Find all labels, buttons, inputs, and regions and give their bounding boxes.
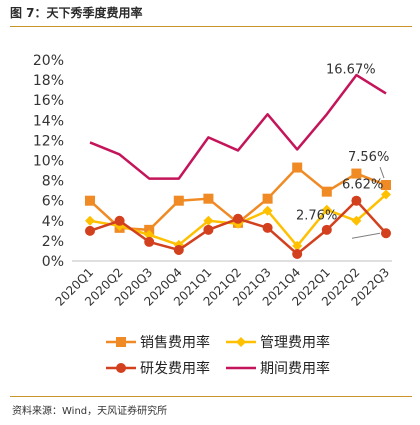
legend-label: 研发费用率	[140, 360, 210, 377]
legend-marker	[116, 363, 126, 373]
y-tick-label: 4%	[42, 214, 64, 230]
data-point	[85, 215, 95, 226]
data-point	[203, 193, 214, 204]
data-point	[114, 215, 125, 226]
y-tick-label: 8%	[42, 174, 64, 190]
data-point	[203, 215, 214, 226]
legend-item: 期间费用率	[226, 360, 330, 377]
data-label: 16.67%	[326, 62, 376, 77]
data-point	[203, 224, 214, 235]
legend-item: 研发费用率	[106, 360, 210, 377]
data-point	[292, 240, 303, 251]
data-point	[173, 244, 184, 255]
series-4	[89, 73, 387, 180]
source-note: 资料来源：Wind，天风证券研究所	[12, 406, 168, 417]
legend-label: 管理费用率	[260, 334, 330, 351]
y-axis: 0% 2% 4% 6% 8% 10% 12% 14% 16% 18% 20%	[33, 53, 64, 270]
data-point	[292, 162, 303, 173]
data-point	[351, 215, 362, 226]
data-point	[262, 222, 273, 233]
data-point	[351, 168, 362, 179]
data-point	[85, 225, 95, 236]
series-line	[89, 73, 387, 180]
data-point	[292, 248, 303, 259]
data-point	[173, 195, 184, 206]
leader-line	[379, 166, 385, 179]
y-tick-label: 12%	[33, 133, 64, 149]
data-point	[321, 186, 332, 197]
data-point	[85, 195, 95, 206]
data-point	[144, 224, 155, 235]
data-point	[144, 229, 155, 240]
data-point	[321, 224, 332, 235]
leader-line	[351, 232, 381, 239]
data-point	[351, 195, 362, 206]
data-point	[381, 189, 391, 200]
y-tick-label: 20%	[33, 53, 64, 69]
bottom-rule	[10, 396, 412, 397]
y-tick-label: 0%	[42, 254, 64, 270]
y-tick-label: 18%	[33, 73, 64, 89]
data-point	[233, 213, 243, 224]
data-label: 7.56%	[348, 150, 389, 165]
data-point	[321, 204, 332, 215]
legend-marker	[236, 337, 246, 347]
legend-marker	[116, 337, 126, 347]
data-point	[381, 180, 391, 191]
data-label: 2.76%	[296, 208, 337, 223]
annotation-layer: 16.67% 7.56% 6.62% 2.76%	[296, 62, 389, 239]
data-label: 6.62%	[342, 177, 383, 192]
expense-ratio-chart: 0% 2% 4% 6% 8% 10% 12% 14% 16% 18% 20% 2020Q12020Q…	[33, 53, 392, 377]
y-tick-label: 6%	[42, 194, 64, 210]
data-point	[381, 228, 391, 239]
legend-item: 销售费用率	[106, 334, 210, 351]
top-rule	[10, 26, 412, 27]
figure-title: 图 7：天下秀季度费用率	[10, 6, 143, 20]
series-3	[85, 195, 391, 259]
series-layer	[85, 73, 391, 259]
y-tick-label: 16%	[33, 93, 64, 109]
legend-item: 管理费用率	[226, 334, 330, 351]
y-tick-label: 14%	[33, 113, 64, 129]
y-tick-label: 2%	[42, 234, 64, 250]
data-point	[262, 193, 273, 204]
data-point	[262, 205, 273, 216]
data-point	[144, 236, 155, 247]
legend-label: 期间费用率	[260, 360, 330, 377]
x-axis: 2020Q12020Q22020Q32020Q42021Q12021Q22021…	[53, 260, 392, 309]
y-tick-label: 10%	[33, 154, 64, 170]
legend-label: 销售费用率	[140, 334, 210, 351]
